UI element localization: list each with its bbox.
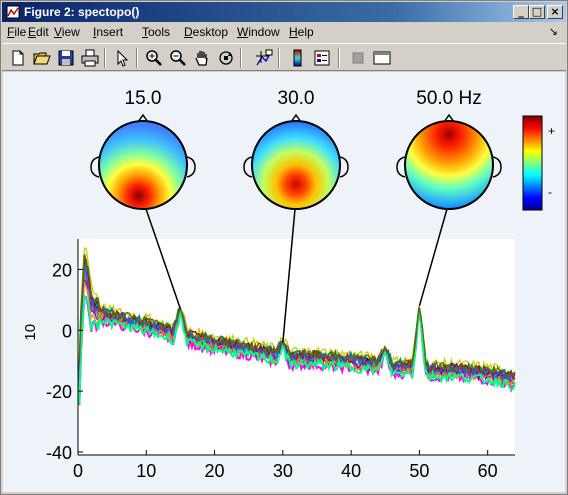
series-line (78, 247, 516, 377)
menu-file[interactable]: File (7, 25, 26, 40)
minimize-button[interactable]: _ (513, 5, 529, 19)
open-folder-icon[interactable] (32, 48, 52, 68)
menu-window[interactable]: Window (237, 25, 280, 40)
menu-desktop[interactable]: Desktop (184, 25, 228, 40)
title-bar[interactable]: Figure 2: spectopo() _ □ × (2, 2, 566, 22)
ear-right (186, 156, 196, 178)
spectopo-figure: 15.0 30.0 50.0 Hz 0 10 20 30 40 50 60 20 0 -20 -40 10… (22, 88, 555, 481)
y-tick-label: 0 (62, 321, 72, 341)
menu-mnemonic: F (7, 25, 15, 39)
y-axis-label: 10 (22, 324, 39, 341)
topoplot-30 (243, 113, 349, 224)
new-file-icon[interactable] (8, 48, 28, 68)
ear-left (90, 156, 100, 178)
nose (290, 113, 302, 123)
menu-label-rest: iew (61, 25, 80, 39)
matlab-figure-icon (6, 5, 20, 19)
menu-label-rest: esktop (192, 25, 229, 39)
topoplot-15 (90, 113, 196, 224)
menu-mnemonic: V (54, 25, 62, 39)
series-line (78, 254, 516, 380)
menu-insert[interactable]: Insert (93, 25, 123, 40)
data-cursor-icon[interactable] (254, 48, 274, 68)
x-tick-label: 10 (136, 461, 156, 481)
nose (443, 113, 455, 123)
menu-mnemonic: T (142, 25, 148, 39)
colorbar (522, 115, 543, 211)
x-tick-label: 50 (409, 461, 429, 481)
close-button[interactable]: × (547, 5, 563, 19)
menu-label-rest: nsert (96, 25, 124, 39)
plot-browser-icon[interactable] (348, 48, 368, 68)
toolbar (2, 43, 566, 71)
menu-mnemonic: W (237, 25, 249, 39)
series-line (78, 295, 516, 404)
x-tick-label: 0 (73, 461, 83, 481)
pan-hand-icon[interactable] (192, 48, 212, 68)
zoom-out-icon[interactable] (168, 48, 188, 68)
colorbar-minus-label: - (548, 185, 552, 199)
menu-bar: File Edit View Insert Tools Desktop Window Help… (2, 23, 566, 42)
menu-mnemonic: E (28, 25, 37, 39)
toolbar-separator (136, 48, 138, 68)
legend-icon[interactable] (312, 48, 332, 68)
ear-left (243, 156, 253, 178)
menu-label-rest: ile (14, 25, 27, 39)
menu-mnemonic: H (289, 25, 298, 39)
print-icon[interactable] (80, 48, 100, 68)
colorbar-icon[interactable] (288, 48, 308, 68)
freq-connector-line (282, 208, 296, 343)
topoplot-50 (396, 99, 502, 210)
colorbar-plus-label: + (548, 124, 555, 138)
freq-connector-line (145, 208, 182, 310)
x-tick-label: 30 (273, 461, 293, 481)
menu-tools[interactable]: Tools (142, 25, 170, 40)
toolbar-separator (278, 48, 280, 68)
menu-edit[interactable]: Edit (28, 25, 49, 40)
menu-label-rest: ools (148, 25, 171, 39)
menu-mnemonic: I (93, 25, 97, 39)
ear-right (339, 156, 349, 178)
toolbar-separator (240, 48, 242, 68)
menu-help[interactable]: Help (289, 25, 314, 40)
ear-right (492, 156, 502, 178)
head-map (404, 120, 494, 210)
y-tick-label: -20 (46, 382, 72, 402)
menu-label-rest: elp (297, 25, 314, 39)
rotate-3d-icon[interactable] (216, 48, 236, 68)
ear-left (396, 156, 406, 178)
toolbar-separator (338, 48, 340, 68)
x-tick-label: 60 (478, 461, 498, 481)
y-tick-label: -40 (46, 443, 72, 463)
x-tick-label: 40 (341, 461, 361, 481)
toolbar-separator (104, 48, 106, 68)
pointer-arrow-icon[interactable] (112, 48, 132, 68)
figure-canvas: 15.0 30.0 50.0 Hz 0 10 20 30 40 50 60 20 0 -20 -40 10… (3, 72, 565, 492)
series-line (78, 258, 516, 381)
window-title: Figure 2: spectopo() (24, 5, 140, 19)
plot-area (78, 239, 515, 455)
nose (137, 113, 149, 123)
maximize-button[interactable]: □ (529, 5, 545, 19)
head-map (98, 120, 188, 210)
x-tick-label: 20 (205, 461, 225, 481)
head-map (251, 120, 341, 210)
dock-arrow-icon[interactable]: ↘ (548, 26, 558, 38)
menu-mnemonic: D (184, 25, 193, 39)
menu-label-rest: indow (248, 25, 280, 39)
zoom-in-icon[interactable] (144, 48, 164, 68)
save-icon[interactable] (56, 48, 76, 68)
freq-connector-line (418, 208, 448, 307)
menu-view[interactable]: View (54, 25, 80, 40)
topoplot-label: 50.0 Hz (416, 88, 481, 109)
menu-label-rest: dit (36, 25, 49, 39)
topoplot-label: 30.0 (278, 88, 315, 109)
property-editor-icon[interactable] (372, 48, 392, 68)
topoplot-label: 15.0 (125, 88, 162, 109)
y-tick-label: 20 (52, 260, 72, 280)
